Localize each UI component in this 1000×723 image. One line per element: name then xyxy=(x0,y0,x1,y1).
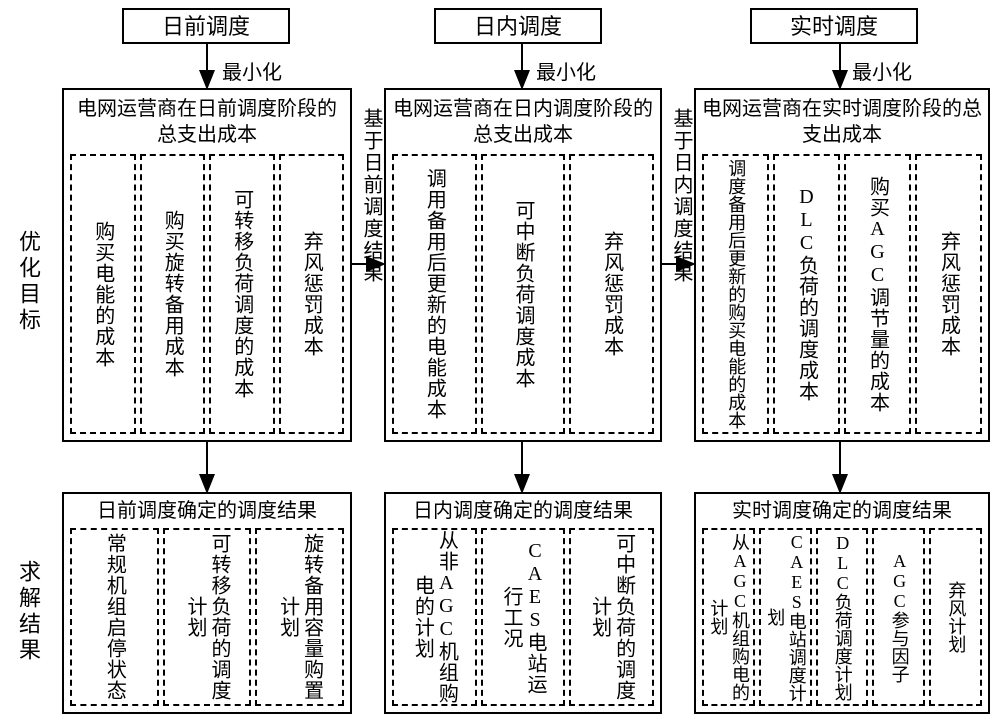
cost-box-intraday: 电网运营商在日内调度阶段的总支出成本 调用备用后更新的电能成本 可中断负荷调度成… xyxy=(384,88,662,442)
result-item: 弃风计划 xyxy=(929,528,982,706)
minimize-label-1: 最小化 xyxy=(222,56,282,85)
result-title-2: 日内调度确定的调度结果 xyxy=(386,494,660,528)
diagram-container: 日前调度 最小化 电网运营商在日前调度阶段的总支出成本 购买电能的成本 购买旋转… xyxy=(62,8,992,718)
cost-item: 弃风惩罚成本 xyxy=(915,154,982,434)
cost-item: 可转移负荷调度的成本 xyxy=(209,154,275,434)
cost-item: 调用备用后更新的电能成本 xyxy=(392,154,477,434)
minimize-label-2: 最小化 xyxy=(536,56,596,85)
cost-item: 购买旋转备用成本 xyxy=(140,154,206,434)
label-solution-result: 求解结果 xyxy=(12,560,44,664)
cost-item: 弃风惩罚成本 xyxy=(279,154,345,434)
result-item: CAES电站调度计划 xyxy=(759,528,812,706)
result-box-intraday: 日内调度确定的调度结果 从非AGC机组购电的计划 CAES电站运行工况 可中断负… xyxy=(384,492,662,714)
cost-item: 调度备用后更新的购买电能的成本 xyxy=(702,154,769,434)
cost-item: 可中断负荷调度成本 xyxy=(481,154,566,434)
phase-title-day-ahead: 日前调度 xyxy=(122,8,290,44)
cost-item: 弃风惩罚成本 xyxy=(569,154,654,434)
result-item: CAES电站运行工况 xyxy=(481,528,566,706)
result-item: 可转移负荷的调度计划 xyxy=(163,528,252,706)
result-title-1: 日前调度确定的调度结果 xyxy=(64,494,350,528)
phase-title-intraday: 日内调度 xyxy=(434,8,602,44)
connector-label-1: 基于日前调度结果 xyxy=(357,108,386,284)
connector-label-2: 基于日内调度结果 xyxy=(667,108,696,284)
minimize-label-3: 最小化 xyxy=(852,56,912,85)
result-box-realtime: 实时调度确定的调度结果 从AGC机组购电的计划 CAES电站调度计划 DLC负荷… xyxy=(694,492,990,714)
cost-box-day-ahead: 电网运营商在日前调度阶段的总支出成本 购买电能的成本 购买旋转备用成本 可转移负… xyxy=(62,88,352,442)
phase-title-realtime: 实时调度 xyxy=(750,8,918,44)
result-box-day-ahead: 日前调度确定的调度结果 常规机组启停状态 可转移负荷的调度计划 旋转备用容量购置… xyxy=(62,492,352,714)
column-day-ahead: 日前调度 最小化 电网运营商在日前调度阶段的总支出成本 购买电能的成本 购买旋转… xyxy=(62,8,352,718)
result-title-3: 实时调度确定的调度结果 xyxy=(696,494,988,528)
result-item: 旋转备用容量购置计划 xyxy=(255,528,344,706)
cost-title-2: 电网运营商在日内调度阶段的总支出成本 xyxy=(386,90,660,154)
cost-item: 购买电能的成本 xyxy=(70,154,136,434)
cost-box-realtime: 电网运营商在实时调度阶段的总支出成本 调度备用后更新的购买电能的成本 DLC负荷… xyxy=(694,88,990,442)
column-realtime: 实时调度 最小化 电网运营商在实时调度阶段的总支出成本 调度备用后更新的购买电能… xyxy=(694,8,990,718)
column-intraday: 日内调度 最小化 电网运营商在日内调度阶段的总支出成本 调用备用后更新的电能成本… xyxy=(384,8,662,718)
cost-title-3: 电网运营商在实时调度阶段的总支出成本 xyxy=(696,90,988,154)
result-item: AGC参与因子 xyxy=(872,528,925,706)
result-item: 可中断负荷的调度计划 xyxy=(569,528,654,706)
cost-item: 购买AGC调节量的成本 xyxy=(844,154,911,434)
result-item: 常规机组启停状态 xyxy=(70,528,159,706)
cost-item: DLC负荷的调度成本 xyxy=(773,154,840,434)
result-item: 从非AGC机组购电的计划 xyxy=(392,528,477,706)
cost-title-1: 电网运营商在日前调度阶段的总支出成本 xyxy=(64,90,350,154)
result-item: 从AGC机组购电的计划 xyxy=(702,528,755,706)
result-item: DLC负荷调度计划 xyxy=(816,528,869,706)
label-optimization-objective: 优化目标 xyxy=(12,230,44,334)
